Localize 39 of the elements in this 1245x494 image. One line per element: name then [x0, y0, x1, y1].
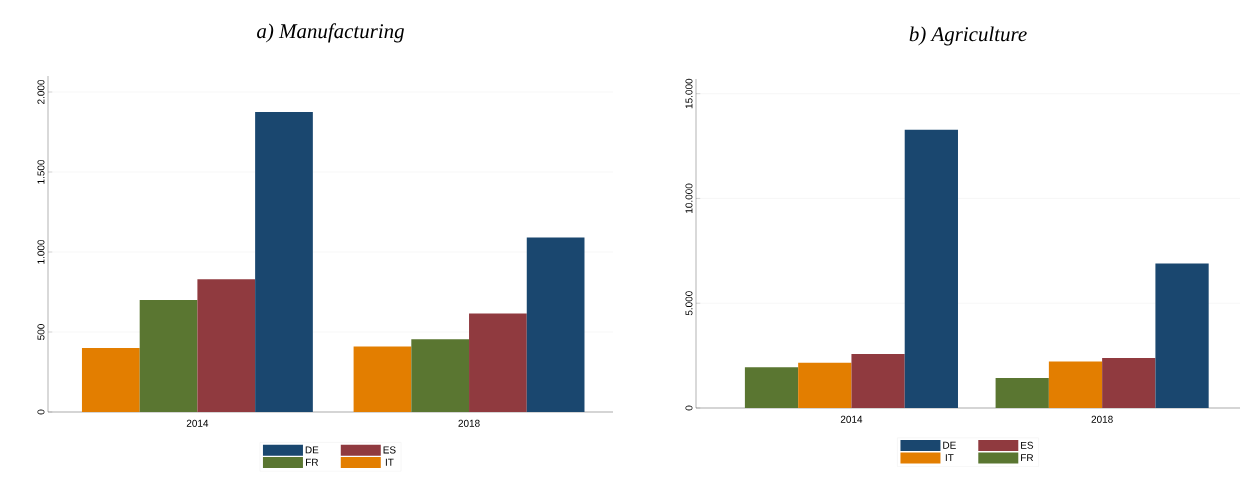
bar — [1048, 361, 1103, 408]
legend-label: DE — [943, 441, 956, 449]
bar — [995, 378, 1049, 408]
bar — [1102, 357, 1156, 408]
y-tick-label: 1.500 — [37, 159, 45, 184]
y-tick-label: 10.000 — [685, 183, 693, 213]
chart-title: b) Agriculture — [909, 26, 1027, 46]
y-tick-label: 1.000 — [37, 239, 45, 264]
y-tick-label: 2.000 — [37, 79, 45, 104]
bar — [255, 112, 313, 412]
bar — [1155, 263, 1209, 408]
bar — [81, 348, 140, 412]
y-tick-label: 15.000 — [685, 78, 693, 109]
legend-label: DE — [305, 446, 319, 454]
y-tick-label: 0 — [37, 409, 45, 415]
x-tick-label: 2014 — [840, 415, 863, 423]
bar — [469, 313, 527, 412]
bar — [197, 279, 256, 412]
x-tick-label: 2018 — [458, 419, 480, 427]
x-tick-label: 2018 — [1091, 415, 1113, 423]
legend-label: ES — [383, 446, 396, 454]
bar — [353, 346, 412, 412]
bar — [411, 339, 470, 412]
y-tick-label: 500 — [37, 324, 45, 340]
bar — [904, 129, 958, 408]
legend-label: IT — [945, 454, 954, 462]
bar — [139, 300, 198, 412]
legend-label: ES — [1021, 441, 1034, 449]
legend-label: FR — [306, 458, 319, 466]
legend-label: IT — [385, 458, 394, 466]
chart-title: a) Manufacturing — [257, 23, 404, 43]
legend-label: FR — [1021, 454, 1034, 462]
y-tick-label: 0 — [685, 405, 693, 411]
y-tick-label: 5.000 — [685, 291, 693, 316]
bar — [744, 367, 799, 408]
bar — [798, 362, 852, 408]
bar — [526, 237, 585, 412]
x-tick-label: 2014 — [186, 419, 209, 427]
bar — [851, 353, 905, 408]
